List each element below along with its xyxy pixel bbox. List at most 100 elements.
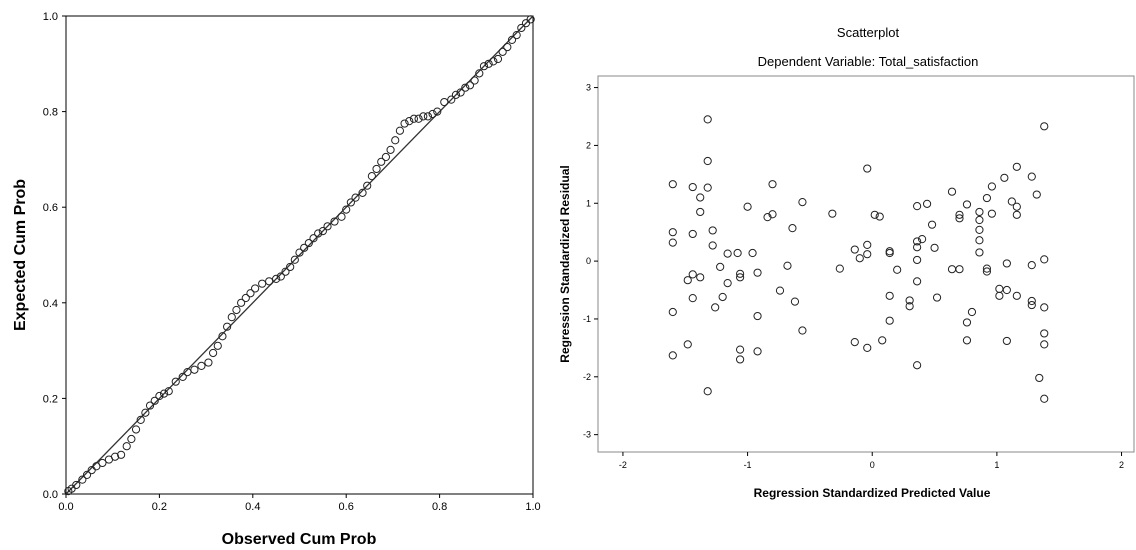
residual-x-tick-label: -1 xyxy=(744,460,752,470)
residual-plot: Scatterplot Dependent Variable: Total_sa… xyxy=(558,25,1135,500)
residual-point xyxy=(708,241,717,250)
pp-point xyxy=(309,234,318,243)
pp-point xyxy=(372,164,381,174)
residual-point xyxy=(696,273,705,282)
pp-point xyxy=(367,172,376,181)
pp-point xyxy=(414,114,423,123)
residual-point xyxy=(917,235,927,244)
residual-plot-subtitle: Dependent Variable: Total_satisfaction xyxy=(758,54,979,69)
residual-point xyxy=(783,261,792,270)
residual-point xyxy=(723,249,732,258)
pp-point xyxy=(145,401,155,410)
residual-point xyxy=(962,200,972,209)
residual-point xyxy=(1040,329,1049,338)
residual-plot-frame xyxy=(597,75,1135,453)
residual-point xyxy=(711,303,720,312)
pp-point xyxy=(395,126,405,135)
residual-point xyxy=(668,238,677,247)
residual-point xyxy=(855,254,864,263)
residual-point xyxy=(775,286,785,295)
residual-point xyxy=(913,277,922,286)
pp-point xyxy=(183,368,192,377)
pp-point xyxy=(136,415,145,425)
pp-y-tick-label: 0.8 xyxy=(43,107,58,119)
pp-point xyxy=(456,88,465,97)
residual-point xyxy=(1032,190,1041,199)
residual-point xyxy=(913,237,922,246)
pp-point xyxy=(419,112,428,121)
pp-reference-line xyxy=(65,15,534,495)
pp-x-ticks: 0.0 0.2 0.4 0.6 0.8 1.0 xyxy=(58,494,541,513)
pp-point xyxy=(72,480,81,490)
pp-point xyxy=(475,69,484,78)
residual-point xyxy=(788,224,797,233)
residual-point xyxy=(975,215,984,225)
residual-point xyxy=(768,210,777,219)
pp-point xyxy=(251,284,260,293)
residual-point xyxy=(850,245,859,254)
residual-point xyxy=(955,265,964,274)
residual-point xyxy=(688,294,697,303)
pp-point xyxy=(493,54,503,64)
pp-point xyxy=(272,274,281,283)
pp-x-tick-label: 1.0 xyxy=(525,501,540,513)
residual-point xyxy=(1012,202,1021,211)
residual-point xyxy=(947,187,957,196)
residual-point xyxy=(922,199,932,208)
residual-point xyxy=(798,326,807,335)
residual-point xyxy=(763,213,772,222)
residual-point xyxy=(932,293,942,302)
pp-point xyxy=(318,227,327,236)
residual-x-tick-label: 0 xyxy=(870,460,875,470)
residual-point xyxy=(716,262,725,271)
pp-point xyxy=(276,272,285,281)
residual-y-tick-label: 1 xyxy=(586,198,591,208)
residual-y-tick-label: -2 xyxy=(583,372,591,382)
pp-point xyxy=(381,152,390,162)
pp-point xyxy=(330,217,339,226)
pp-point xyxy=(363,181,372,190)
pp-point xyxy=(227,313,236,322)
residual-y-tick-label: -3 xyxy=(583,430,591,440)
pp-point xyxy=(131,425,141,434)
pp-point xyxy=(241,293,250,303)
residual-point xyxy=(893,265,902,274)
residual-point xyxy=(863,164,872,173)
pp-point xyxy=(98,458,107,468)
residual-point xyxy=(975,236,984,245)
pp-point xyxy=(155,391,164,401)
residual-point xyxy=(723,278,732,288)
pp-point xyxy=(314,229,323,238)
residual-point xyxy=(1007,197,1016,206)
residual-point xyxy=(975,248,984,257)
residual-point xyxy=(1027,172,1036,181)
residual-point xyxy=(1040,394,1049,403)
residual-points-group xyxy=(668,115,1049,403)
residual-point xyxy=(1040,255,1049,264)
residual-point xyxy=(1035,373,1044,383)
residual-x-tick-label: 2 xyxy=(1119,460,1124,470)
residual-point xyxy=(1002,285,1011,295)
pp-points-group xyxy=(64,15,535,496)
residual-point xyxy=(835,264,844,273)
residual-point xyxy=(736,345,745,354)
residual-y-tick-label: 2 xyxy=(586,140,591,150)
residual-point xyxy=(905,302,914,311)
pp-point xyxy=(286,262,295,272)
residual-point xyxy=(967,307,977,317)
residual-x-tick-label: -2 xyxy=(619,460,627,470)
pp-point xyxy=(507,35,517,45)
residual-point xyxy=(1040,303,1049,312)
residual-point xyxy=(982,264,992,273)
pp-point xyxy=(342,205,351,214)
residual-y-axis-label: Regression Standardized Residual xyxy=(558,165,572,362)
residual-point xyxy=(913,202,922,211)
residual-point xyxy=(913,255,922,265)
residual-y-tick-label: 3 xyxy=(586,83,591,93)
pp-x-tick-label: 0.6 xyxy=(339,501,354,513)
pp-point xyxy=(117,450,126,459)
residual-point xyxy=(768,180,777,189)
residual-x-axis-label: Regression Standardized Predicted Value xyxy=(754,486,991,500)
residual-y-tick-label: -1 xyxy=(583,314,591,324)
